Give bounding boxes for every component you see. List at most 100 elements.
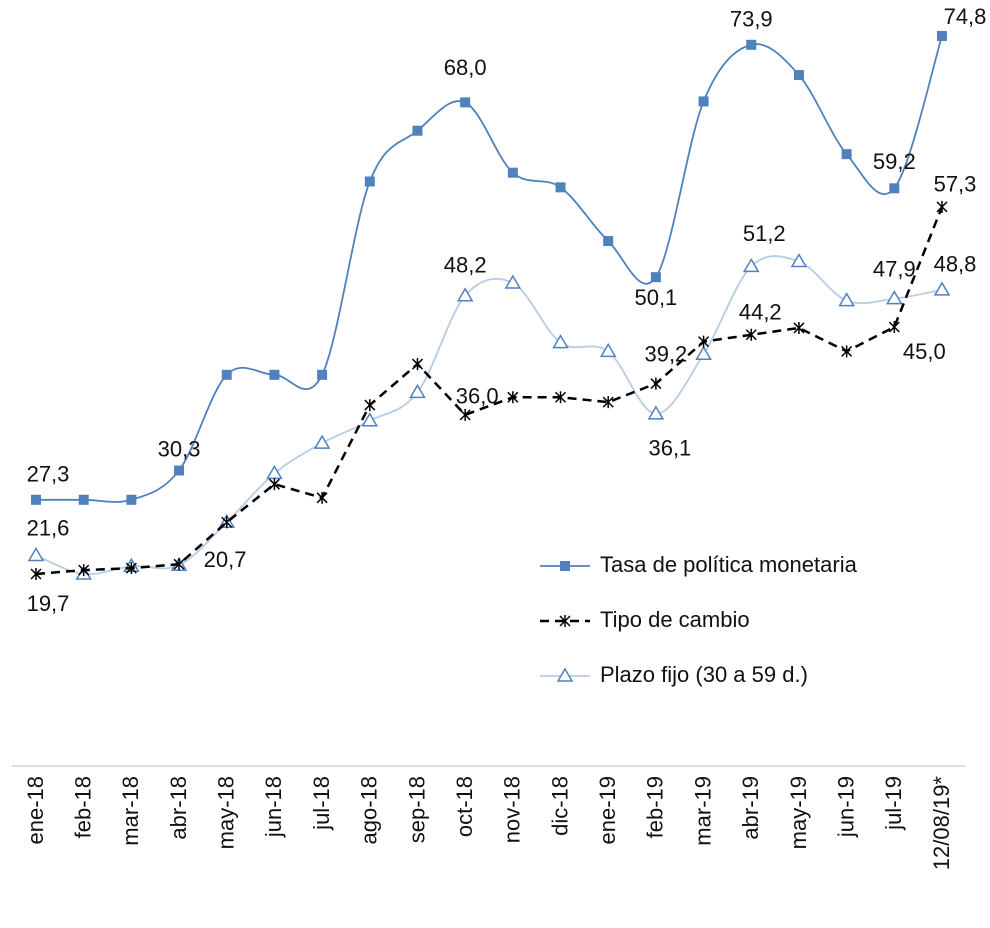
marker	[266, 464, 283, 480]
x-tick-label: abr-18	[166, 776, 191, 840]
marker	[698, 96, 709, 107]
marker	[125, 562, 137, 575]
x-tick-label: jul-19	[881, 776, 906, 831]
x-tick-label: mar-18	[118, 776, 143, 846]
data-label: 73,9	[730, 7, 773, 32]
series-line	[35, 255, 943, 576]
x-tick-label: oct-18	[452, 776, 477, 837]
marker	[745, 328, 757, 341]
marker	[364, 399, 376, 412]
data-label: 36,0	[456, 384, 499, 409]
x-tick-label: nov-18	[500, 776, 525, 843]
marker	[31, 494, 41, 505]
marker	[554, 391, 567, 404]
marker	[507, 167, 518, 178]
marker	[507, 391, 519, 404]
marker	[173, 558, 185, 571]
data-label: 44,2	[739, 300, 782, 325]
data-label: 48,8	[934, 252, 977, 277]
data-label: 48,2	[444, 253, 487, 278]
marker	[560, 561, 570, 571]
marker	[888, 320, 900, 333]
x-tick-label: may-18	[214, 776, 239, 849]
x-tick-label: jun-19	[833, 776, 858, 838]
marker	[650, 272, 661, 283]
marker	[695, 345, 712, 361]
legend-label: Tasa de política monetaria	[600, 552, 858, 577]
data-label: 50,1	[634, 285, 677, 310]
marker	[221, 369, 232, 380]
x-tick-label: ene-19	[595, 776, 620, 845]
marker	[793, 321, 805, 334]
marker	[556, 667, 574, 682]
marker	[886, 290, 903, 305]
marker	[746, 39, 757, 50]
marker	[78, 494, 89, 505]
marker	[838, 292, 855, 307]
x-tick-label: jul-18	[309, 776, 334, 831]
marker	[599, 342, 617, 358]
marker	[459, 408, 471, 421]
marker	[698, 335, 710, 348]
x-tick-label: abr-19	[738, 776, 763, 840]
marker	[361, 412, 379, 427]
x-tick-label: feb-19	[643, 776, 668, 838]
marker	[933, 281, 951, 296]
marker	[313, 434, 331, 449]
marker	[841, 149, 852, 160]
marker	[555, 182, 566, 193]
data-label: 57,3	[934, 172, 977, 197]
x-tick-label: sep-18	[404, 776, 429, 843]
marker	[78, 564, 90, 577]
series-line	[35, 206, 944, 576]
marker	[412, 125, 423, 136]
marker	[409, 383, 426, 399]
marker	[411, 358, 424, 371]
data-label: 39,2	[644, 341, 687, 366]
data-label: 51,2	[743, 221, 786, 246]
marker	[30, 568, 42, 580]
marker	[364, 176, 375, 187]
marker	[221, 516, 233, 529]
marker	[504, 274, 522, 289]
x-tick-label: may-19	[786, 776, 811, 849]
x-tick-label: feb-18	[70, 776, 95, 838]
x-tick-label: ene-18	[23, 776, 48, 845]
x-tick-label: jun-18	[261, 776, 286, 838]
marker	[317, 369, 328, 380]
data-label: 20,7	[204, 547, 247, 572]
data-label: 59,2	[873, 149, 916, 174]
marker	[268, 478, 280, 491]
series	[31, 31, 947, 505]
data-label: 45,0	[903, 339, 946, 364]
data-label: 27,3	[27, 462, 70, 487]
marker	[793, 70, 804, 81]
marker	[460, 97, 471, 108]
marker	[603, 236, 614, 247]
data-label: 47,9	[873, 256, 916, 281]
data-label: 36,1	[648, 436, 691, 461]
marker	[790, 253, 808, 268]
x-tick-label: 12/08/19*	[929, 776, 954, 871]
series	[27, 253, 951, 580]
data-label: 68,0	[444, 55, 487, 80]
marker	[936, 200, 948, 213]
marker	[650, 377, 662, 390]
marker	[937, 31, 947, 41]
data-label: 30,3	[158, 436, 201, 461]
marker	[456, 287, 474, 302]
marker	[552, 334, 569, 349]
data-label: 74,8	[944, 4, 987, 29]
series	[30, 200, 948, 580]
marker	[742, 257, 760, 273]
marker	[889, 183, 900, 194]
legend-label: Tipo de cambio	[600, 607, 750, 632]
x-tick-label: dic-18	[547, 776, 572, 836]
marker	[841, 345, 853, 358]
marker	[647, 405, 665, 420]
marker	[316, 491, 328, 504]
marker	[559, 615, 571, 627]
marker	[126, 494, 137, 505]
series-line	[36, 35, 943, 503]
